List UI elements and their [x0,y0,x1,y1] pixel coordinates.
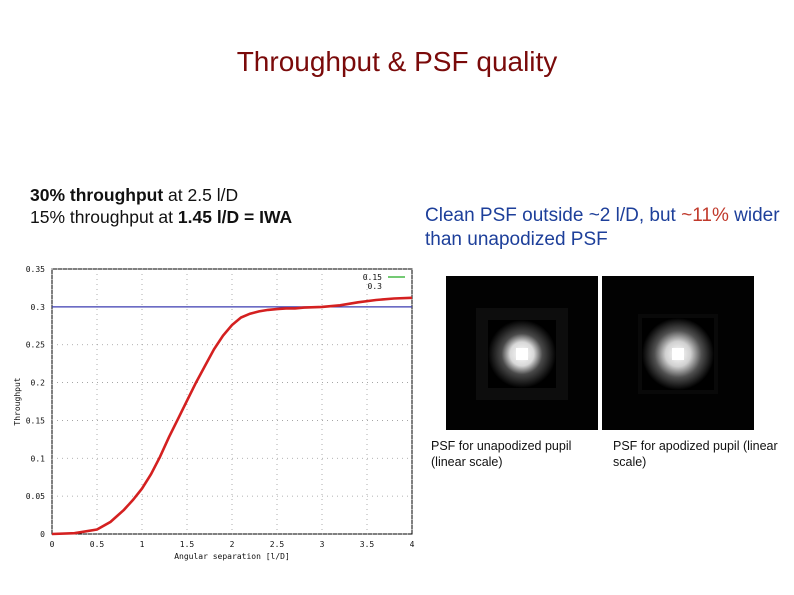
legend-label-03: 0.3 [368,282,383,291]
x-axis-label: Angular separation [l/D] [174,552,290,561]
x-tick-label: 1 [140,540,145,549]
throughput-summary: 30% throughput at 2.5 l/D 15% throughput… [30,184,292,228]
psf-unapodized-image [446,276,598,430]
slide-title: Throughput & PSF quality [236,46,558,77]
throughput-30-rest: at 2.5 l/D [163,185,239,205]
y-tick-label: 0.3 [31,303,46,312]
series-line-throughput [51,296,413,536]
x-tick-label: 4 [410,540,415,549]
psf-unapodized-pattern [446,276,598,430]
psf-apodized-image [602,276,754,430]
psf-note-part3: wider than unapodized PSF [425,205,780,250]
x-tick-label: 2.5 [270,540,285,549]
y-tick-label: 0 [40,530,45,539]
iwa-label: 1.45 l/D = IWA [177,207,293,227]
throughput-15-label: 15% throughput at [30,207,178,227]
y-tick-label: 0.25 [26,341,45,350]
y-axis-label: Throughput [13,377,22,425]
x-tick-label: 0 [50,540,55,549]
x-tick-label: 0.5 [90,540,105,549]
caption-apodized: PSF for apodized pupil (linear scale) [613,439,778,469]
y-tick-label: 0.05 [26,492,45,501]
x-tick-label: 1.5 [180,540,195,549]
y-tick-label: 0.2 [31,379,46,388]
psf-quality-note: Clean PSF outside ~2 l/D, but ~11% wider… [425,204,790,252]
caption-unapodized: PSF for unapodized pupil (linear scale) [431,439,572,469]
legend-label-015: 0.15 [363,273,382,282]
y-tick-label: 0.1 [31,454,46,463]
x-tick-label: 3 [320,540,325,549]
y-tick-label: 0.15 [26,416,45,425]
throughput-30-label: 30% throughput [30,185,164,205]
psf-note-part1: Clean PSF outside ~2 l/D, but [425,205,682,226]
y-tick-label: 0.35 [26,265,45,274]
psf-note-percent: ~11% [681,205,729,226]
psf-apodized-pattern [602,276,754,430]
x-tick-label: 3.5 [360,540,375,549]
x-tick-label: 2 [230,540,235,549]
